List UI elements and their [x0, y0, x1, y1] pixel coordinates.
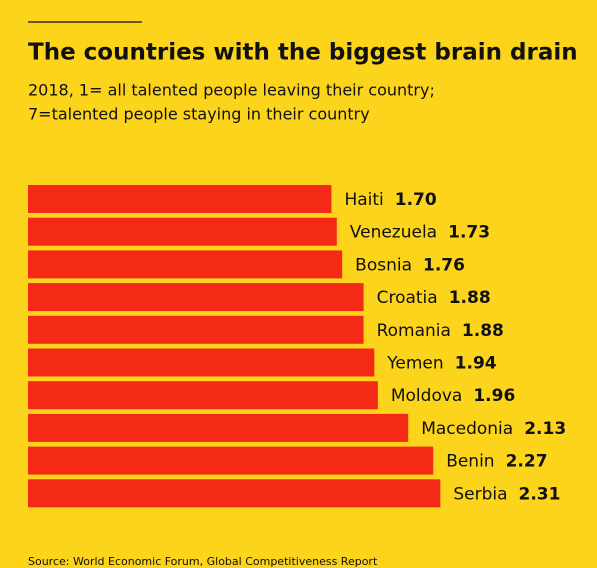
subtitle: 2018, 1= all talented people leaving the…	[28, 81, 435, 100]
subtitle: 7=talented people staying in their count…	[28, 105, 370, 124]
value-label: 2.31	[519, 484, 561, 504]
bar	[28, 413, 409, 442]
value-label: 1.76	[423, 255, 465, 275]
category-label: Haiti	[344, 190, 383, 210]
bar	[28, 250, 343, 279]
value-label: 1.94	[455, 354, 497, 374]
category-label: Macedonia	[421, 419, 513, 439]
value-label: 1.88	[449, 288, 491, 308]
category-label: Romania	[377, 321, 451, 341]
category-label: Benin	[446, 452, 494, 472]
category-label: Moldova	[391, 386, 462, 406]
bar	[28, 185, 332, 213]
bar	[28, 446, 434, 475]
value-label: 2.13	[524, 419, 566, 439]
value-label: 1.73	[448, 223, 490, 243]
source: Source: World Economic Forum, Global Com…	[28, 555, 378, 568]
category-label: Venezuela	[350, 223, 437, 243]
value-label: 1.70	[395, 190, 437, 210]
category-label: Serbia	[453, 484, 507, 504]
chart-title: The countries with the biggest brain dra…	[28, 40, 578, 66]
bar	[28, 217, 337, 246]
category-label: Yemen	[386, 354, 443, 374]
category-label: Croatia	[377, 288, 438, 308]
value-label: 1.88	[462, 321, 504, 341]
bar	[28, 348, 375, 377]
bar	[28, 315, 364, 344]
value-label: 1.96	[473, 386, 515, 406]
bar	[28, 479, 441, 508]
bar	[28, 381, 378, 410]
value-label: 2.27	[506, 452, 548, 472]
bar	[28, 283, 364, 312]
category-label: Bosnia	[355, 255, 412, 275]
